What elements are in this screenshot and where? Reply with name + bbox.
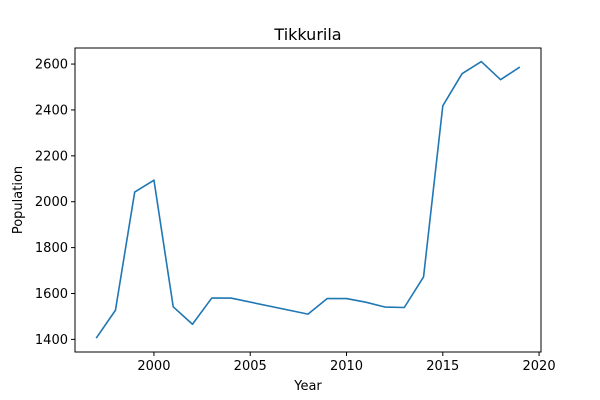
x-tick-label: 2010 xyxy=(330,359,363,374)
x-tick-label: 2005 xyxy=(234,359,267,374)
x-axis-label: Year xyxy=(293,379,322,394)
y-tick-label: 1400 xyxy=(35,333,68,348)
x-tick-label: 2015 xyxy=(426,359,459,374)
y-tick-label: 1800 xyxy=(35,241,68,256)
y-tick-label: 2200 xyxy=(35,149,68,164)
y-axis-label: Population xyxy=(11,166,26,234)
y-tick-label: 2400 xyxy=(35,103,68,118)
y-tick-label: 2000 xyxy=(35,195,68,210)
x-tick-label: 2020 xyxy=(523,359,556,374)
plot-frame xyxy=(74,47,542,353)
y-tick-label: 2600 xyxy=(35,58,68,73)
series-line xyxy=(95,60,521,339)
chart-title: Tikkurila xyxy=(273,25,341,44)
x-tick-label: 2000 xyxy=(137,359,170,374)
y-tick-label: 1600 xyxy=(35,287,68,302)
